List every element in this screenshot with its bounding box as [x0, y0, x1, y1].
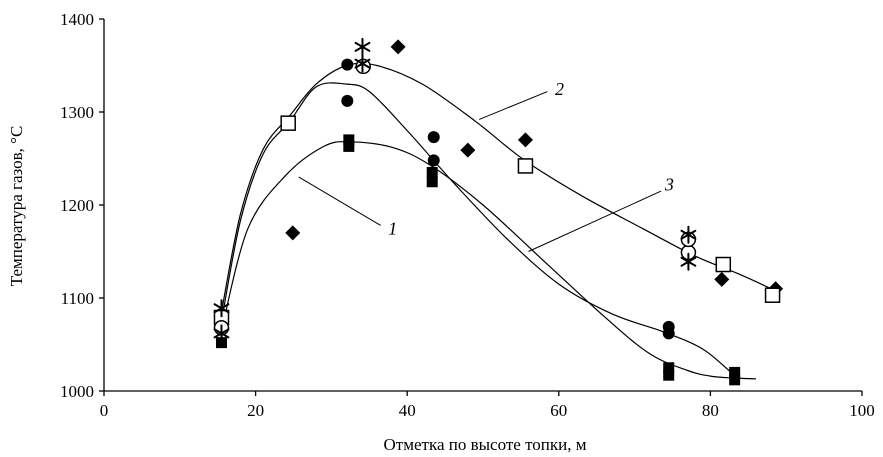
- asterisk-marker: [213, 324, 230, 343]
- curve-labels: 1 2 3: [298, 79, 674, 252]
- asterisk-marker: [354, 54, 371, 73]
- y-axis-label: Температура газов, °С: [7, 126, 26, 287]
- asterisk-marker: [354, 37, 371, 56]
- filled-square-marker: [343, 140, 355, 152]
- y-tick-label: 1400: [60, 10, 94, 29]
- curve-label-2: 2: [555, 79, 564, 99]
- leader-line-1: [298, 176, 381, 226]
- filled-circle-marker: [427, 154, 440, 167]
- filled-circle-marker: [341, 58, 354, 71]
- filled-circle-marker: [662, 327, 675, 340]
- asterisk-marker: [680, 252, 697, 271]
- asterisk-marker: [680, 225, 697, 244]
- filled-square-marker: [426, 176, 438, 188]
- y-tick-label: 1000: [60, 382, 94, 401]
- x-tick-label: 100: [849, 401, 875, 420]
- y-tick-label: 1100: [61, 289, 94, 308]
- asterisk-stroke: [213, 303, 230, 314]
- fit-curve-2: [220, 62, 772, 313]
- fit-curves: [220, 62, 772, 380]
- filled-square-marker: [729, 366, 741, 378]
- data-markers: [213, 37, 784, 386]
- open-square-marker: [280, 115, 296, 131]
- x-tick-label: 60: [550, 401, 567, 420]
- leader-line-2: [479, 91, 548, 120]
- filled-diamond-marker: [517, 132, 533, 148]
- filled-diamond-marker: [460, 142, 476, 158]
- curve-label-1: 1: [388, 218, 397, 238]
- y-tick-label: 1300: [60, 103, 94, 122]
- axes: 0 20 40 60 80 100 1000 1100 1200 1300 1400: [60, 10, 875, 420]
- x-tick-label: 0: [100, 401, 109, 420]
- fit-curve-3: [220, 82, 734, 375]
- x-tick-label: 20: [247, 401, 264, 420]
- x-tick-label: 40: [399, 401, 416, 420]
- filled-diamond-marker: [714, 271, 730, 287]
- asterisk-stroke: [354, 41, 371, 52]
- asterisk-stroke: [680, 229, 697, 240]
- asterisk-stroke: [213, 328, 230, 339]
- open-square-marker: [764, 287, 781, 303]
- filled-square-marker: [426, 166, 438, 178]
- x-tick-label: 80: [702, 401, 719, 420]
- x-axis-label: Отметка по высоте топки, м: [384, 435, 587, 454]
- filled-diamond-marker: [390, 39, 406, 55]
- asterisk-marker: [213, 299, 230, 318]
- leader-line-3: [528, 190, 662, 252]
- fit-curve-1: [220, 141, 756, 380]
- curve-label-3: 3: [664, 175, 674, 195]
- filled-square-marker: [215, 337, 227, 349]
- open-square-marker: [715, 256, 732, 273]
- filled-diamond-marker: [285, 225, 301, 241]
- asterisk-stroke: [680, 256, 697, 267]
- filled-circle-marker: [427, 131, 440, 144]
- open-square-marker: [517, 158, 534, 174]
- asterisk-stroke: [354, 58, 371, 69]
- filled-circle-marker: [341, 94, 354, 107]
- filled-square-marker: [729, 374, 741, 386]
- y-tick-label: 1200: [60, 196, 94, 215]
- filled-square-marker: [663, 362, 675, 374]
- filled-square-marker: [343, 134, 355, 146]
- filled-square-marker: [663, 369, 675, 381]
